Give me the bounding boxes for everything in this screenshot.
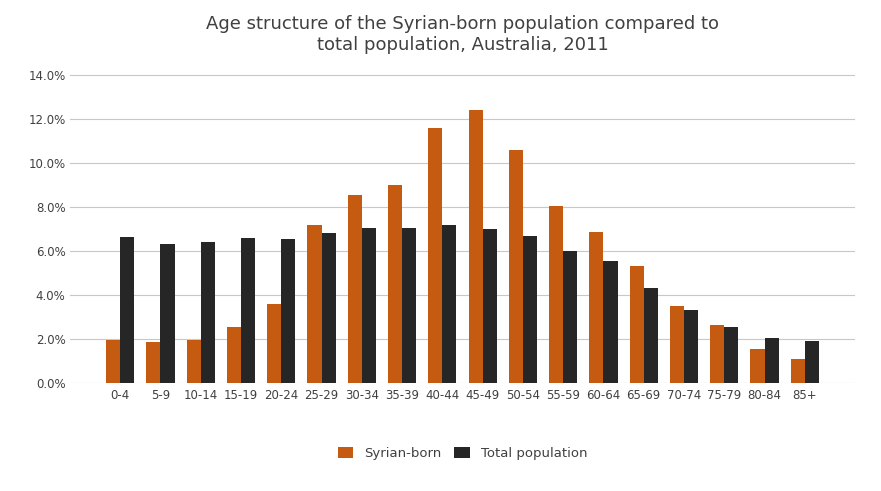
Bar — [187, 340, 201, 383]
Bar — [160, 245, 174, 383]
Bar — [710, 325, 724, 383]
Bar — [362, 228, 376, 383]
Bar — [322, 233, 336, 383]
Bar — [241, 238, 255, 383]
Bar — [146, 342, 160, 383]
Bar — [469, 110, 483, 383]
Bar — [201, 242, 215, 383]
Bar — [483, 229, 497, 383]
Bar — [281, 239, 295, 383]
Bar — [402, 228, 416, 383]
Bar — [751, 349, 765, 383]
Bar — [724, 327, 738, 383]
Bar — [227, 327, 241, 383]
Bar — [106, 340, 120, 383]
Bar — [805, 341, 819, 383]
Bar — [509, 150, 523, 383]
Title: Age structure of the Syrian-born population compared to
total population, Austra: Age structure of the Syrian-born populat… — [206, 15, 719, 54]
Bar — [267, 304, 281, 383]
Bar — [523, 236, 537, 383]
Bar — [670, 306, 684, 383]
Bar — [428, 128, 442, 383]
Bar — [388, 185, 402, 383]
Bar — [791, 359, 805, 383]
Bar — [348, 195, 362, 383]
Bar — [630, 266, 644, 383]
Bar — [549, 206, 563, 383]
Bar — [644, 288, 658, 383]
Bar — [603, 261, 618, 383]
Bar — [307, 224, 322, 383]
Bar — [563, 251, 577, 383]
Bar — [589, 232, 603, 383]
Bar — [684, 310, 698, 383]
Bar — [120, 237, 134, 383]
Bar — [442, 224, 456, 383]
Bar — [765, 338, 779, 383]
Legend: Syrian-born, Total population: Syrian-born, Total population — [332, 442, 593, 466]
